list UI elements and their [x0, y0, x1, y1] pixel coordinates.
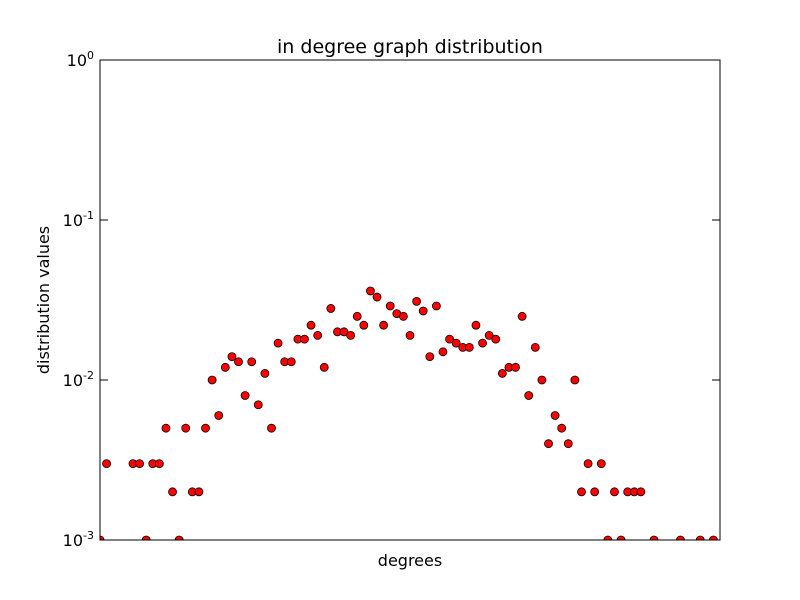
- data-point: [286, 357, 296, 367]
- data-point: [478, 338, 487, 348]
- data-point: [372, 292, 382, 302]
- data-point: [464, 342, 474, 352]
- data-point: [141, 535, 151, 540]
- data-point: [399, 311, 408, 321]
- data-point: [214, 411, 224, 420]
- data-point: [240, 391, 250, 400]
- data-point: [227, 352, 237, 362]
- data-point: [201, 423, 210, 433]
- data-point: [570, 375, 580, 385]
- data-point: [161, 423, 171, 433]
- data-point: [563, 439, 573, 449]
- data-point: [695, 535, 705, 540]
- data-point: [359, 320, 369, 330]
- data-point: [339, 327, 349, 337]
- data-point: [471, 320, 481, 330]
- data-point: [405, 330, 415, 340]
- y-tick-label: 10-1: [63, 209, 94, 230]
- data-point: [438, 347, 448, 357]
- data-point: [425, 352, 435, 362]
- data-point: [366, 286, 375, 296]
- data-point: [517, 311, 527, 321]
- data-point: [596, 459, 606, 469]
- data-point: [550, 411, 560, 420]
- y-axis-label: distribution values: [34, 226, 53, 374]
- data-point: [100, 535, 105, 540]
- plot-area: [100, 286, 718, 540]
- data-point: [676, 535, 685, 540]
- x-axis-label: degrees: [378, 551, 442, 570]
- data-point: [610, 487, 619, 497]
- data-point: [326, 304, 336, 313]
- data-point: [168, 487, 177, 497]
- data-point: [412, 296, 421, 306]
- data-point: [267, 423, 276, 433]
- data-point: [174, 535, 184, 540]
- data-point: [300, 334, 309, 344]
- data-point: [319, 362, 329, 372]
- data-point: [379, 320, 389, 330]
- data-point: [557, 423, 567, 433]
- data-point: [491, 334, 501, 344]
- data-point: [537, 375, 547, 385]
- y-tick-label: 100: [67, 49, 94, 70]
- data-point: [306, 320, 316, 330]
- data-point: [313, 330, 323, 340]
- data-point: [451, 338, 461, 348]
- data-point: [636, 487, 646, 497]
- data-point: [530, 342, 540, 352]
- data-point: [577, 487, 586, 497]
- data-point: [524, 391, 534, 400]
- data-point: [247, 357, 257, 367]
- data-point: [418, 306, 428, 316]
- data-point: [497, 368, 507, 378]
- data-point: [431, 301, 441, 311]
- y-tick-label: 10-3: [63, 529, 94, 550]
- chart-title: in degree graph distribution: [277, 36, 543, 58]
- data-point: [154, 459, 164, 469]
- data-point: [273, 338, 283, 348]
- data-point: [649, 535, 659, 540]
- data-point: [102, 459, 111, 469]
- axes-frame: [99, 59, 721, 541]
- data-point: [352, 311, 362, 321]
- data-point: [590, 487, 600, 497]
- data-point: [207, 375, 217, 385]
- data-point: [253, 400, 263, 410]
- data-point: [135, 459, 144, 469]
- data-point: [709, 535, 718, 540]
- data-point: [511, 362, 520, 372]
- data-point: [544, 439, 553, 449]
- data-point: [385, 301, 395, 311]
- data-point: [445, 334, 454, 344]
- data-point: [234, 357, 243, 367]
- data-point: [260, 368, 270, 378]
- data-point: [181, 423, 191, 433]
- data-point: [603, 535, 613, 540]
- data-point: [346, 330, 356, 340]
- data-point: [220, 362, 230, 372]
- data-point: [194, 487, 204, 497]
- data-point: [616, 535, 626, 540]
- data-point: [583, 459, 593, 469]
- y-tick-label: 10-2: [63, 369, 94, 390]
- data-point: [484, 330, 494, 340]
